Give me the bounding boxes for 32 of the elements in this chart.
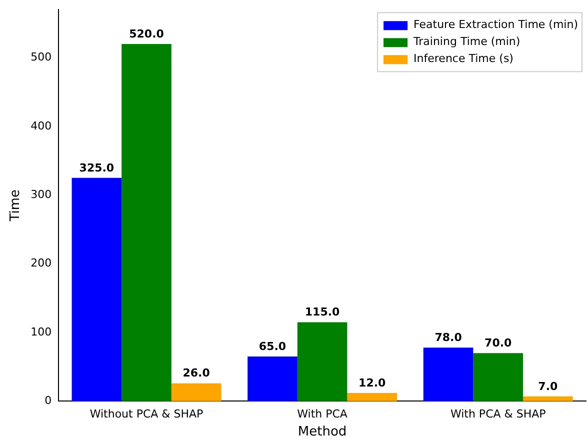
data-label: 12.0	[358, 376, 386, 390]
bar	[423, 348, 474, 402]
legend-label: Feature Extraction Time (min)	[414, 18, 578, 31]
data-label: 520.0	[129, 27, 164, 40]
bar	[72, 178, 122, 402]
bar	[347, 392, 398, 402]
data-label: 325.0	[79, 161, 114, 174]
legend-label: Inference Time (s)	[414, 52, 514, 65]
y-tick-label: 400	[30, 119, 52, 132]
bar	[523, 396, 573, 402]
data-label: 7.0	[538, 380, 558, 393]
x-tick-label: With PCA	[297, 408, 348, 421]
x-tick-label: With PCA & SHAP	[450, 408, 546, 421]
data-label: 65.0	[258, 340, 286, 353]
legend-label: Training Time (min)	[412, 34, 520, 48]
y-tick-label: 300	[30, 188, 52, 201]
bar	[171, 383, 222, 402]
x-tick-label: Without PCA & SHAP	[90, 408, 204, 421]
y-axis-title: Time	[8, 189, 24, 222]
data-label: 26.0	[182, 366, 210, 380]
y-tick-label: 0	[44, 394, 52, 408]
bar	[297, 322, 348, 402]
y-tick-label: 200	[30, 256, 52, 270]
data-label: 115.0	[304, 306, 340, 319]
bar	[122, 44, 172, 402]
x-axis-title: Method	[298, 424, 347, 440]
data-label: 78.0	[434, 330, 462, 344]
data-label: 70.0	[484, 336, 512, 350]
y-tick-label: 500	[30, 50, 52, 64]
y-tick-label: 100	[30, 325, 52, 338]
bar	[473, 353, 524, 402]
bar	[248, 356, 298, 402]
